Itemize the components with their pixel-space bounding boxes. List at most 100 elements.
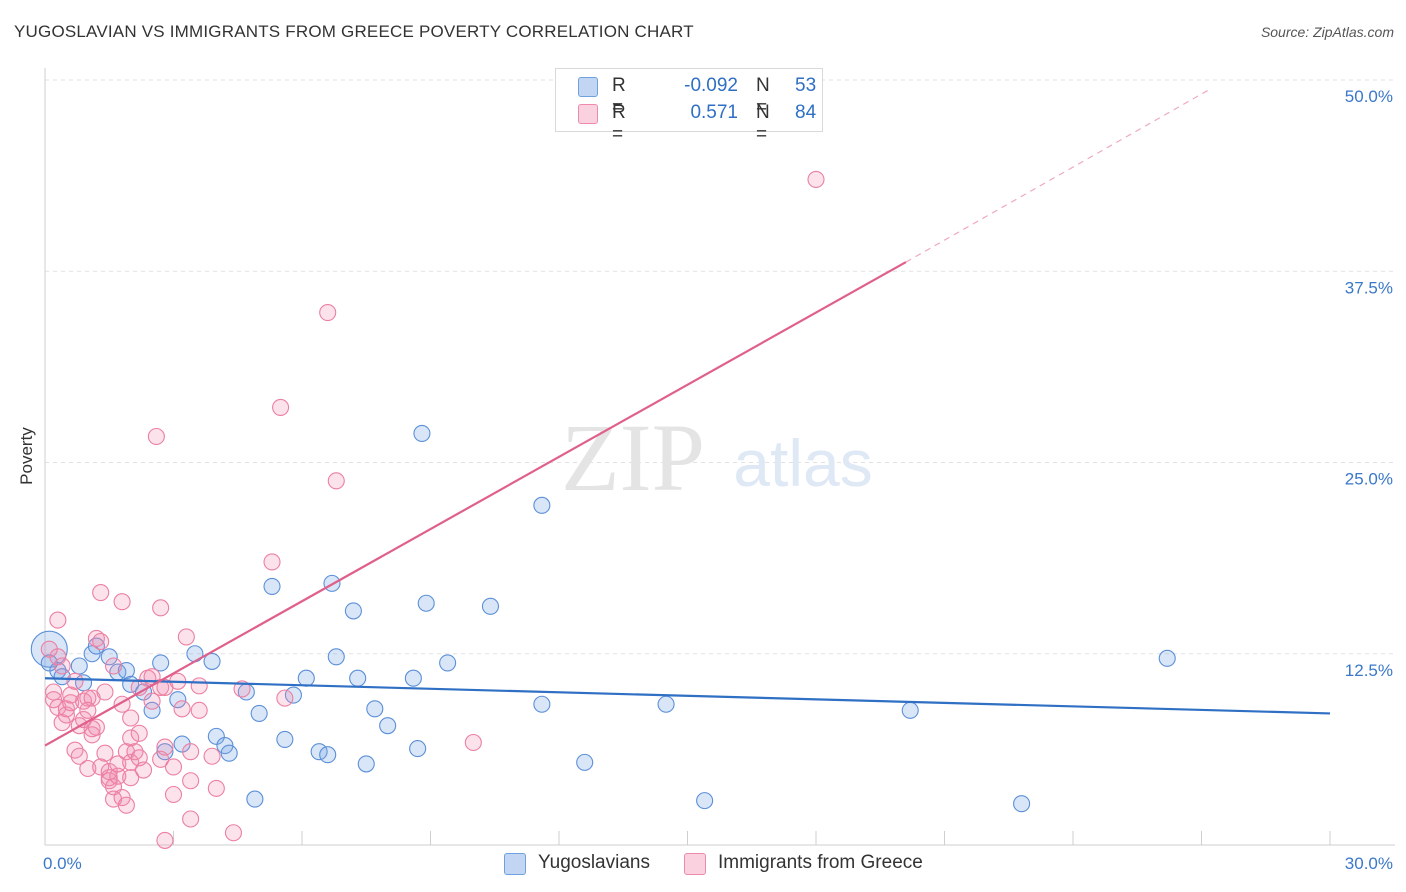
point-yugoslavians — [481, 597, 500, 615]
data-points — [30, 170, 1176, 849]
legend-swatch-pink — [684, 853, 706, 875]
point-greece — [807, 170, 825, 188]
legend-r-value: -0.092 — [684, 75, 738, 96]
point-yugoslavians — [263, 577, 281, 595]
point-greece — [122, 729, 140, 747]
legend-r-label: R = — [612, 75, 626, 118]
tick-labels: 12.5% 25.0% 37.5% 50.0% 0.0% 30.0% — [43, 87, 1393, 873]
point-yugoslavians — [207, 727, 225, 745]
point-greece — [49, 648, 67, 666]
legend-n-value: 53 — [795, 75, 817, 96]
point-yugoslavians — [366, 700, 384, 718]
point-yugoslavians — [696, 792, 714, 810]
point-greece — [319, 304, 337, 322]
legend-label: Yugoslavians — [538, 852, 650, 873]
y-axis-label: Poverty — [17, 427, 36, 485]
point-yugoslavians — [533, 496, 551, 514]
point-greece — [87, 718, 105, 736]
point-yugoslavians — [1158, 649, 1176, 667]
y-tick-label: 37.5% — [1345, 278, 1393, 297]
point-yugoslavians — [327, 648, 345, 666]
point-greece — [109, 755, 127, 773]
point-yugoslavians — [276, 730, 294, 748]
point-greece — [224, 824, 243, 842]
point-greece — [53, 657, 71, 675]
x-tick-label: 0.0% — [43, 854, 82, 873]
point-greece — [190, 701, 208, 719]
point-greece — [96, 683, 114, 701]
point-greece — [156, 831, 174, 849]
point-greece — [177, 628, 195, 646]
point-yugoslavians — [70, 657, 88, 675]
point-yugoslavians — [344, 602, 362, 620]
point-yugoslavians — [533, 695, 551, 713]
point-greece — [49, 611, 67, 629]
point-yugoslavians — [576, 753, 594, 771]
point-yugoslavians — [357, 755, 375, 773]
point-greece — [152, 599, 170, 617]
point-greece — [164, 758, 183, 776]
point-greece — [117, 796, 135, 814]
point-greece — [182, 743, 200, 761]
point-yugoslavians — [169, 691, 187, 709]
point-yugoslavians — [246, 790, 264, 808]
point-yugoslavians — [404, 669, 422, 687]
legend-r-value: 0.571 — [690, 102, 738, 123]
legend-label: Immigrants from Greece — [718, 852, 923, 873]
point-greece — [203, 747, 221, 765]
point-yugoslavians — [152, 654, 170, 672]
point-greece — [122, 753, 140, 771]
point-greece — [70, 747, 88, 765]
point-greece — [182, 772, 200, 790]
point-greece — [130, 724, 148, 742]
point-yugoslavians — [220, 744, 238, 762]
trend-line-greece — [44, 261, 907, 747]
watermark-zip: ZIP — [561, 404, 705, 511]
point-greece — [122, 769, 140, 787]
y-tick-label: 50.0% — [1345, 87, 1393, 106]
legend-swatch-blue — [504, 853, 526, 875]
legend-n-value: 84 — [795, 102, 817, 123]
watermark-atlas: atlas — [733, 426, 872, 500]
x-tick-label: 30.0% — [1345, 854, 1393, 873]
point-yugoslavians — [657, 695, 675, 713]
point-greece — [79, 689, 97, 707]
point-greece — [464, 733, 482, 752]
point-greece — [190, 677, 208, 695]
point-greece — [233, 680, 251, 698]
point-yugoslavians — [40, 654, 58, 672]
point-greece — [134, 761, 153, 779]
point-greece — [207, 779, 225, 797]
point-greece — [79, 701, 97, 719]
point-yugoslavians — [1013, 795, 1031, 813]
point-greece — [79, 759, 97, 778]
trend-lines — [44, 88, 1331, 747]
stats-legend: R = -0.092 N = 53 R = 0.571 N = 84 — [555, 68, 823, 145]
point-yugoslavians — [349, 669, 367, 687]
point-yugoslavians — [901, 701, 919, 719]
axes — [44, 68, 1395, 846]
legend-swatch-pink — [578, 104, 598, 124]
point-greece — [147, 427, 165, 446]
chart-title: YUGOSLAVIAN VS IMMIGRANTS FROM GREECE PO… — [14, 22, 694, 41]
point-greece — [113, 593, 131, 611]
legend-n-label: N = — [756, 102, 770, 145]
point-greece — [96, 744, 114, 762]
point-greece — [156, 738, 174, 756]
point-yugoslavians — [203, 652, 221, 670]
point-yugoslavians — [319, 746, 337, 764]
trend-extension-greece — [905, 88, 1211, 263]
point-greece — [164, 785, 183, 804]
legend-n-label: N = — [756, 75, 770, 118]
point-yugoslavians — [100, 648, 118, 666]
legend-r-label: R = — [612, 102, 626, 145]
legend-swatch-blue — [578, 77, 598, 97]
point-yugoslavians — [117, 662, 135, 680]
point-greece — [276, 689, 294, 707]
point-greece — [92, 632, 110, 651]
point-yugoslavians — [409, 740, 427, 758]
point-greece — [182, 810, 200, 828]
source-credit: Source: ZipAtlas.com — [1260, 24, 1394, 40]
point-greece — [104, 657, 123, 675]
